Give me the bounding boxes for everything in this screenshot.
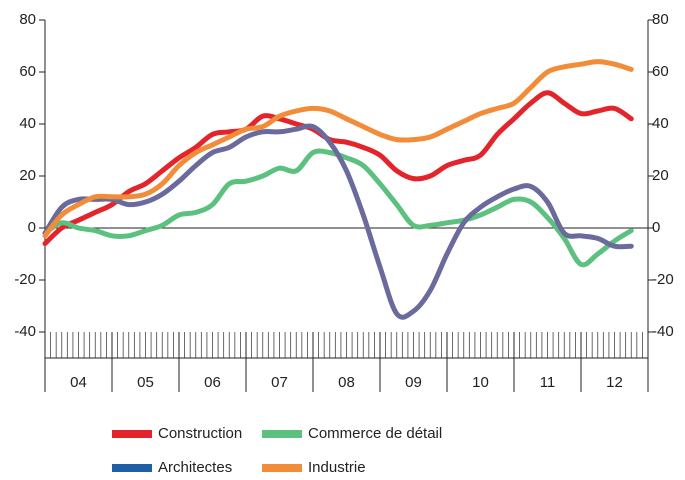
legend-swatch xyxy=(262,464,302,472)
legend-swatch xyxy=(112,430,152,438)
y2-tick-label: 40 xyxy=(652,115,669,132)
legend-swatch xyxy=(112,464,152,472)
y2-tick-label: 20 xyxy=(652,167,669,184)
series-line xyxy=(42,148,634,268)
x-tick-label: 06 xyxy=(204,374,221,391)
x-tick-label: 04 xyxy=(70,374,87,391)
y-tick-label: -20 xyxy=(14,271,36,288)
x-tick-label: 11 xyxy=(540,374,556,391)
y-tick-label: 40 xyxy=(19,115,36,132)
x-tick-label: 08 xyxy=(338,374,355,391)
legend-swatch xyxy=(262,430,302,438)
y2-tick-label: -40 xyxy=(652,323,674,340)
legend-label: Industrie xyxy=(308,459,366,476)
x-tick-label: 10 xyxy=(472,374,489,391)
x-tick-label: 07 xyxy=(271,374,288,391)
legend-label: Commerce de détail xyxy=(308,425,442,442)
y2-tick-label: -20 xyxy=(652,271,674,288)
y-tick-label: 60 xyxy=(19,63,36,80)
y-tick-label: 0 xyxy=(28,219,36,236)
series-line xyxy=(42,123,634,320)
series-line xyxy=(42,59,634,239)
legend-label: Architectes xyxy=(158,459,232,476)
x-tick-label: 09 xyxy=(405,374,422,391)
y-tick-label: 80 xyxy=(19,11,36,28)
legend-label: Construction xyxy=(158,425,242,442)
y2-tick-label: 80 xyxy=(652,11,669,28)
y-tick-label: -40 xyxy=(14,323,36,340)
x-tick-label: 05 xyxy=(137,374,154,391)
y2-tick-label: 0 xyxy=(652,219,660,236)
series-line xyxy=(42,90,634,247)
y-tick-label: 20 xyxy=(19,167,36,184)
x-tick-label: 12 xyxy=(606,374,623,391)
y2-tick-label: 60 xyxy=(652,63,669,80)
